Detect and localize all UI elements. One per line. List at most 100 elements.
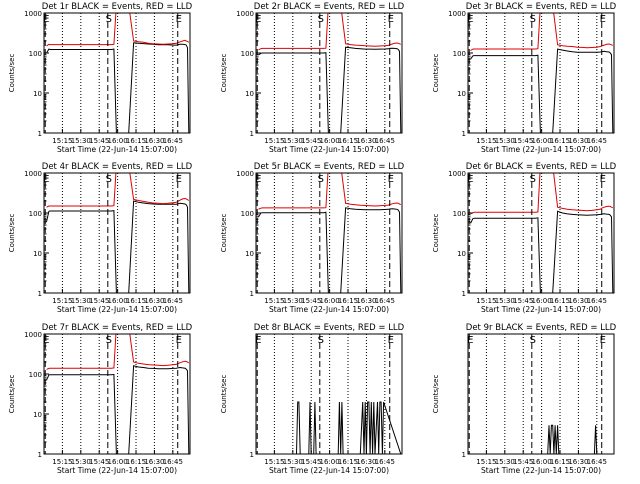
panel-data [46, 334, 190, 454]
y-axis-label: Counts/sec [8, 375, 16, 414]
marker-label-s: S [106, 335, 112, 346]
x-tick-label: 16:00 [320, 137, 340, 145]
x-tick-label: 16:00 [320, 297, 340, 305]
x-tick-label: 16:30 [144, 458, 164, 466]
x-tick-label: 15:45 [89, 297, 109, 305]
x-tick-label: 16:45 [375, 137, 395, 145]
x-tick-label: 15:45 [301, 297, 321, 305]
detector-panel-3: Det 3r BLACK = Events, RED = LLDESE15:15… [432, 2, 617, 154]
series-line-lld [470, 173, 614, 215]
marker-label-s: S [318, 335, 324, 346]
panel-data [258, 173, 402, 293]
series-line-lld [258, 173, 402, 210]
x-tick-label: 16:45 [375, 297, 395, 305]
panel-data [46, 13, 190, 133]
y-tick-label: 10 [245, 90, 254, 98]
x-tick-label: 16:30 [144, 297, 164, 305]
series-line-events [470, 48, 614, 133]
panel-data [470, 424, 613, 454]
x-tick-label: 16:30 [568, 458, 588, 466]
x-axis-label: Start Time (22-Jun-14 15:07:00) [481, 466, 601, 475]
panel-title: Det 6r BLACK = Events, RED = LLD [466, 162, 617, 172]
x-axis-label: Start Time (22-Jun-14 15:07:00) [57, 145, 177, 154]
y-tick-label: 100 [241, 210, 254, 218]
marker-label-e: E [176, 14, 182, 25]
y-axis-label: Counts/sec [432, 375, 440, 414]
marker-label-e: E [176, 174, 182, 185]
x-tick-label: 15:15 [52, 458, 72, 466]
marker-label-s: S [530, 335, 536, 346]
series-line-lld [258, 13, 401, 51]
x-tick-label: 16:00 [108, 458, 128, 466]
panel-data [470, 173, 614, 293]
panel-frame [43, 172, 191, 294]
panel-frame [255, 333, 403, 455]
panel-data [258, 401, 402, 454]
panel-title: Det 1r BLACK = Events, RED = LLD [42, 2, 193, 12]
y-tick-label: 100 [29, 210, 42, 218]
x-tick-label: 16:45 [163, 297, 183, 305]
detector-panel-9: Det 9r BLACK = Events, RED = LLD E S E 15:15… [432, 323, 617, 475]
marker-label-e: E [255, 335, 261, 346]
x-tick-label: 16:15 [126, 297, 146, 305]
detector-panel-2: Det 2r BLACK = Events, RED = LLDESE15:15… [220, 2, 405, 154]
y-axis-label: Counts/sec [220, 375, 228, 414]
x-tick-label: 15:45 [301, 458, 321, 466]
y-tick-label: 1000 [448, 10, 466, 18]
marker-label-s: S [106, 14, 112, 25]
x-tick-label: 15:15 [52, 137, 72, 145]
series-line-events [258, 401, 402, 454]
x-tick-label: 16:45 [587, 297, 607, 305]
x-tick-label: 16:30 [144, 137, 164, 145]
y-tick-label: 1 [250, 451, 254, 459]
x-tick-label: 15:30 [495, 137, 515, 145]
x-tick-label: 16:45 [163, 137, 183, 145]
detector-panel-1: Det 1r BLACK = Events, RED = LLDESE15:15… [8, 2, 193, 154]
y-tick-label: 1 [462, 130, 466, 138]
x-tick-label: 16:00 [532, 297, 552, 305]
panel-data [258, 13, 402, 133]
x-tick-label: 15:30 [71, 297, 91, 305]
panel-frame [467, 12, 615, 134]
panel-frame [255, 172, 403, 294]
detector-panel-5: Det 5r BLACK = Events, RED = LLDESE15:15… [220, 162, 405, 314]
x-axis-label: Start Time (22-Jun-14 15:07:00) [269, 145, 389, 154]
y-tick-label: 1000 [24, 170, 42, 178]
marker-label-s: S [530, 14, 536, 25]
x-tick-label: 15:45 [89, 458, 109, 466]
x-tick-label: 16:45 [587, 458, 607, 466]
y-tick-label: 1000 [236, 170, 254, 178]
series-line-events [46, 365, 190, 454]
series-line-events [470, 424, 613, 454]
series-line-lld [46, 334, 190, 370]
marker-label-e: E [388, 174, 394, 185]
panel-title: Det 9r BLACK = Events, RED = LLD [466, 323, 617, 333]
x-tick-label: 16:45 [163, 458, 183, 466]
x-axis-label: Start Time (22-Jun-14 15:07:00) [481, 145, 601, 154]
y-tick-label: 10 [457, 250, 466, 258]
y-axis-label: Counts/sec [8, 214, 16, 253]
y-tick-label: 1 [250, 290, 254, 298]
marker-label-s: S [318, 174, 324, 185]
panel-title: Det 5r BLACK = Events, RED = LLD [254, 162, 405, 172]
marker-label-e: E [467, 335, 473, 346]
x-tick-label: 16:30 [356, 297, 376, 305]
x-tick-label: 15:45 [513, 458, 533, 466]
x-tick-label: 15:45 [513, 297, 533, 305]
series-line-events [470, 210, 614, 293]
y-tick-label: 1000 [24, 331, 42, 339]
panel-frame [467, 172, 615, 294]
marker-label-e: E [600, 174, 606, 185]
x-tick-label: 15:30 [283, 458, 303, 466]
y-axis-label: Counts/sec [432, 214, 440, 253]
panel-title: Det 3r BLACK = Events, RED = LLD [466, 2, 617, 12]
y-tick-label: 100 [453, 210, 466, 218]
x-tick-label: 15:15 [476, 297, 496, 305]
x-axis-label: Start Time (22-Jun-14 15:07:00) [57, 305, 177, 314]
y-tick-label: 1 [38, 130, 42, 138]
y-axis-label: Counts/sec [220, 54, 228, 93]
panel-frame [43, 333, 191, 455]
series-line-events [258, 46, 402, 133]
x-tick-label: 15:30 [71, 458, 91, 466]
x-tick-label: 16:15 [550, 137, 570, 145]
